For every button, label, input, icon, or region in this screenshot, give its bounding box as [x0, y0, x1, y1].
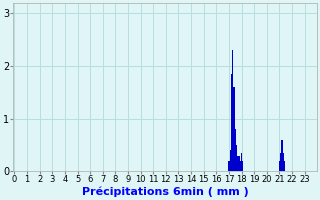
Bar [228, 161, 229, 171]
Bar [237, 156, 238, 171]
Bar [283, 153, 284, 171]
Bar [281, 140, 283, 171]
Bar [280, 153, 281, 171]
X-axis label: Précipitations 6min ( mm ): Précipitations 6min ( mm ) [82, 187, 249, 197]
Bar [229, 150, 231, 171]
Bar [238, 156, 240, 171]
Bar [232, 50, 233, 171]
Bar [284, 161, 285, 171]
Bar [233, 87, 235, 171]
Bar [235, 129, 236, 171]
Bar [231, 74, 232, 171]
Bar [241, 153, 242, 171]
Bar [240, 161, 241, 171]
Bar [279, 161, 280, 171]
Bar [242, 161, 244, 171]
Bar [236, 145, 237, 171]
